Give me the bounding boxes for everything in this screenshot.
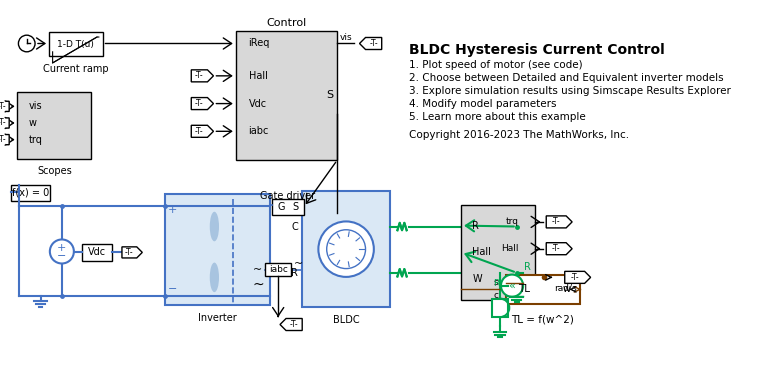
Text: Copyright 2016-2023 The MathWorks, Inc.: Copyright 2016-2023 The MathWorks, Inc.	[408, 130, 629, 140]
Text: f(x) = 0: f(x) = 0	[12, 187, 49, 197]
Text: R: R	[493, 279, 500, 289]
Bar	[492, 298, 508, 317]
Text: 3. Explore simulation results using Simscape Results Explorer: 3. Explore simulation results using Sims…	[408, 86, 730, 96]
Bar	[271, 199, 304, 215]
Polygon shape	[192, 70, 213, 82]
Text: -T-: -T-	[0, 135, 5, 144]
Text: Hall: Hall	[501, 244, 518, 253]
Bar	[302, 191, 390, 307]
Polygon shape	[565, 271, 590, 283]
Text: -T-: -T-	[552, 217, 561, 226]
Text: 5. Learn more about this example: 5. Learn more about this example	[408, 112, 585, 122]
Text: -T-: -T-	[125, 248, 134, 257]
Text: iReq: iReq	[249, 39, 270, 49]
Circle shape	[318, 222, 374, 277]
Text: iabc: iabc	[249, 126, 269, 136]
Text: TL: TL	[518, 284, 530, 294]
Text: Current ramp: Current ramp	[43, 64, 109, 74]
Text: c: c	[493, 291, 499, 300]
Text: 1-D T(u): 1-D T(u)	[57, 40, 94, 49]
Text: Inverter: Inverter	[199, 314, 237, 323]
Text: W: W	[472, 274, 482, 284]
Circle shape	[50, 240, 74, 263]
Text: R: R	[472, 220, 479, 231]
Polygon shape	[192, 98, 213, 110]
Text: -T-: -T-	[552, 244, 561, 253]
Ellipse shape	[210, 212, 219, 241]
Text: ~: ~	[294, 259, 303, 269]
Text: -T-: -T-	[369, 39, 378, 48]
Bar	[82, 244, 112, 261]
Circle shape	[327, 230, 365, 269]
Text: −: −	[168, 284, 178, 294]
Bar	[11, 185, 50, 201]
Text: -T-: -T-	[195, 71, 203, 80]
Text: -T-: -T-	[0, 102, 5, 111]
Text: G: G	[277, 202, 285, 212]
Text: Hall: Hall	[472, 247, 491, 257]
Text: Scopes: Scopes	[37, 166, 72, 176]
Text: 4. Modify model parameters: 4. Modify model parameters	[408, 99, 556, 109]
Text: +: +	[168, 205, 178, 215]
Text: vis: vis	[29, 101, 42, 112]
Text: S: S	[326, 90, 333, 100]
Text: «: «	[508, 281, 515, 291]
Text: ~: ~	[253, 265, 263, 275]
Text: R: R	[524, 262, 531, 272]
Text: TL = f(w^2): TL = f(w^2)	[511, 314, 574, 324]
Polygon shape	[547, 243, 572, 255]
Bar	[166, 194, 270, 305]
Polygon shape	[0, 101, 9, 112]
Bar	[265, 263, 291, 276]
Text: 2. Choose between Detailed and Equivalent inverter models: 2. Choose between Detailed and Equivalen…	[408, 73, 723, 83]
Text: BLDC: BLDC	[333, 315, 360, 325]
Polygon shape	[360, 38, 382, 50]
Text: Control: Control	[267, 18, 307, 28]
Text: w: w	[29, 118, 37, 128]
Polygon shape	[122, 247, 142, 258]
Bar	[461, 205, 535, 300]
Text: BLDC Hysteresis Current Control: BLDC Hysteresis Current Control	[408, 43, 664, 57]
Text: Gate driver: Gate driver	[260, 191, 315, 201]
Text: C: C	[292, 222, 298, 231]
Text: trq: trq	[29, 135, 42, 145]
Bar	[49, 32, 102, 56]
Bar	[17, 92, 91, 159]
Circle shape	[19, 35, 35, 52]
Text: -T-: -T-	[195, 127, 203, 136]
Text: −: −	[57, 251, 66, 261]
Text: s: s	[494, 279, 499, 287]
Text: -T-: -T-	[0, 118, 5, 127]
Text: S: S	[292, 202, 299, 212]
Polygon shape	[0, 135, 9, 145]
Text: 1. Plot speed of motor (see code): 1. Plot speed of motor (see code)	[408, 60, 582, 70]
Text: -T-: -T-	[290, 320, 299, 329]
Polygon shape	[280, 318, 302, 330]
Text: +: +	[57, 243, 66, 253]
Text: vis: vis	[339, 32, 352, 42]
Text: R: R	[292, 268, 298, 278]
Text: Hall: Hall	[249, 71, 267, 81]
Polygon shape	[192, 125, 213, 137]
Text: w: w	[562, 284, 571, 294]
Text: rad/s: rad/s	[554, 284, 577, 293]
Text: Vdc: Vdc	[249, 99, 267, 109]
Polygon shape	[0, 118, 9, 128]
Text: -T-: -T-	[570, 273, 579, 282]
Polygon shape	[547, 216, 572, 228]
Ellipse shape	[210, 263, 219, 292]
Bar	[506, 275, 579, 304]
Circle shape	[501, 275, 523, 297]
Text: iabc: iabc	[269, 265, 288, 275]
Text: ~: ~	[253, 278, 264, 292]
Text: Vdc: Vdc	[88, 247, 106, 257]
Text: trq: trq	[505, 217, 518, 226]
Text: -T-: -T-	[195, 99, 203, 108]
Bar	[235, 31, 337, 160]
